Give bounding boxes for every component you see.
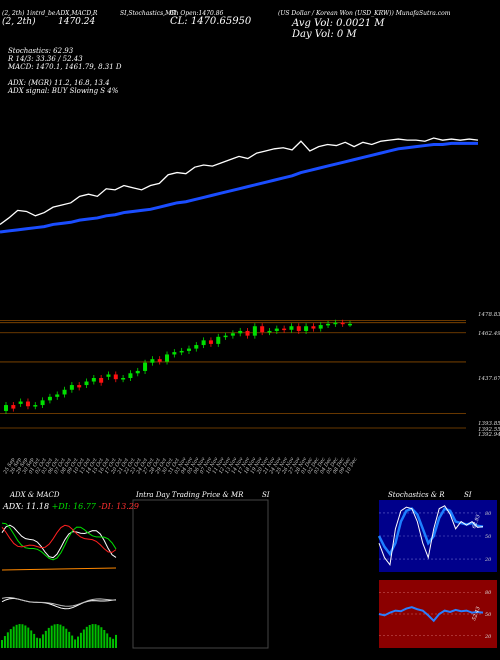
stoch-axis-20: 20	[484, 557, 492, 563]
candle-body	[77, 385, 82, 388]
candle-body	[47, 396, 52, 401]
adx-panel-label: ADX & MACD	[10, 491, 60, 499]
macd-line	[1, 597, 117, 610]
adx-readout: ADX: 11.18 +DI: 16.77 -DI: 13.29	[3, 503, 139, 511]
macd-value: MACD: 1470.1, 1461.79, 8.31 D	[8, 63, 122, 71]
candle-body	[55, 394, 60, 397]
candle-body	[282, 328, 287, 331]
candle-body	[18, 401, 23, 404]
candle-body	[326, 323, 331, 326]
stoch-si-label: SI	[464, 491, 472, 499]
candle-body	[4, 405, 8, 411]
candle-body	[318, 325, 323, 329]
candle-body	[245, 330, 250, 336]
price-axis-label: 1462.49	[478, 331, 500, 337]
stoch-value-label: 62.93	[471, 514, 482, 530]
stochastics-value: Stochastics: 62.93	[8, 47, 74, 55]
candle-body	[113, 374, 118, 380]
candle-body	[25, 401, 30, 407]
rsi-axis-50: 50	[485, 612, 492, 618]
candle-body	[91, 378, 96, 382]
chart-source-line: (US Dollar / Korean Won (USD_KRW)) Munaf…	[278, 10, 451, 17]
candle-body	[186, 348, 191, 351]
rsi-axis-80: 80	[485, 590, 492, 596]
stoch-axis-80: 80	[485, 511, 492, 517]
stoch-panel-label: Stochastics & R	[388, 491, 445, 499]
candle-body	[179, 350, 184, 353]
stoch-k-line	[378, 505, 484, 567]
candle-body	[252, 326, 257, 336]
candle-body	[289, 326, 294, 330]
moving-average-line	[0, 141, 478, 234]
candle-body	[99, 378, 104, 383]
candle-body	[238, 330, 243, 334]
candle-body	[33, 405, 38, 407]
candle-body	[348, 323, 352, 326]
adx-value: ADX: (MGR) 11.2, 16.8, 13.4	[8, 79, 110, 87]
candle-body	[194, 345, 199, 349]
plus-di-line	[1, 522, 117, 561]
header-fragment-2: ADX,MACD,R	[56, 10, 98, 17]
minus-di-line	[1, 524, 117, 553]
rsi-axis-20: 20	[484, 634, 492, 640]
candle-body	[216, 336, 221, 344]
plus-di-text: +DI: 16.77	[51, 502, 96, 511]
intraday-panel-box	[132, 499, 269, 649]
adx-orange-line	[1, 567, 117, 571]
day-vol: Day Vol: 0 M	[292, 29, 357, 40]
minus-di-text: -DI: 13.29	[98, 502, 139, 511]
candle-body	[274, 328, 279, 331]
price-line	[0, 137, 479, 225]
candle-body	[201, 340, 206, 346]
left-b: 1470.24	[58, 17, 96, 27]
candle-body	[128, 373, 133, 378]
candle-body	[208, 340, 213, 344]
rsi-line	[378, 606, 484, 623]
candle-body	[150, 359, 155, 363]
price-axis-label: 1392.94	[478, 432, 500, 438]
intraday-panel-label: Intra Day Trading Price & MR	[136, 491, 244, 499]
left-a: (2, 2th)	[2, 17, 36, 27]
adx-signal: ADX signal: BUY Slowing S 4%	[8, 87, 119, 95]
candle-body	[311, 326, 316, 329]
candle-body	[172, 352, 177, 355]
close-price: CL: 1470.65950	[170, 16, 252, 27]
avg-vol: Avg Vol: 0.0021 M	[292, 18, 385, 29]
price-axis-label: 1478.83	[478, 312, 500, 318]
candle-body	[62, 389, 67, 395]
candle-body	[11, 405, 16, 409]
chart-open-label: Ch Open:1470.86	[170, 10, 224, 17]
rsi-value-label: 52.43	[471, 606, 482, 622]
candle-body	[267, 330, 272, 333]
candle-body	[333, 322, 338, 325]
candle-body	[157, 359, 162, 362]
candle-body	[165, 354, 170, 362]
r-value: R 14/3: 33.36 / 52.43	[8, 55, 83, 63]
price-axis-label: 1392.55	[478, 427, 500, 433]
candle-body	[230, 333, 235, 336]
adx-line	[1, 524, 117, 559]
candle-body	[143, 362, 148, 371]
candle-body	[69, 385, 74, 390]
candle-body	[223, 335, 228, 338]
macd-signal-line	[1, 597, 117, 607]
candle-body	[106, 374, 111, 377]
price-axis-label: 1437.67	[478, 376, 500, 382]
candle-body	[121, 378, 126, 380]
si-label: SI	[262, 491, 270, 499]
price-axis-label: 1393.85	[478, 421, 500, 427]
candle-body	[296, 326, 301, 331]
candle-body	[40, 400, 45, 406]
stoch-axis-50: 50	[485, 534, 492, 540]
adx-text: ADX: 11.18	[3, 502, 50, 511]
candle-body	[260, 326, 265, 333]
candle-body	[304, 326, 309, 331]
candle-body	[84, 381, 89, 386]
header-fragment-3: SI,Stochastics,MR	[120, 10, 176, 17]
header-fragment-1: (2, 2th) 1intrd_be	[2, 10, 56, 17]
candle-body	[135, 370, 140, 374]
candle-body	[340, 322, 345, 325]
